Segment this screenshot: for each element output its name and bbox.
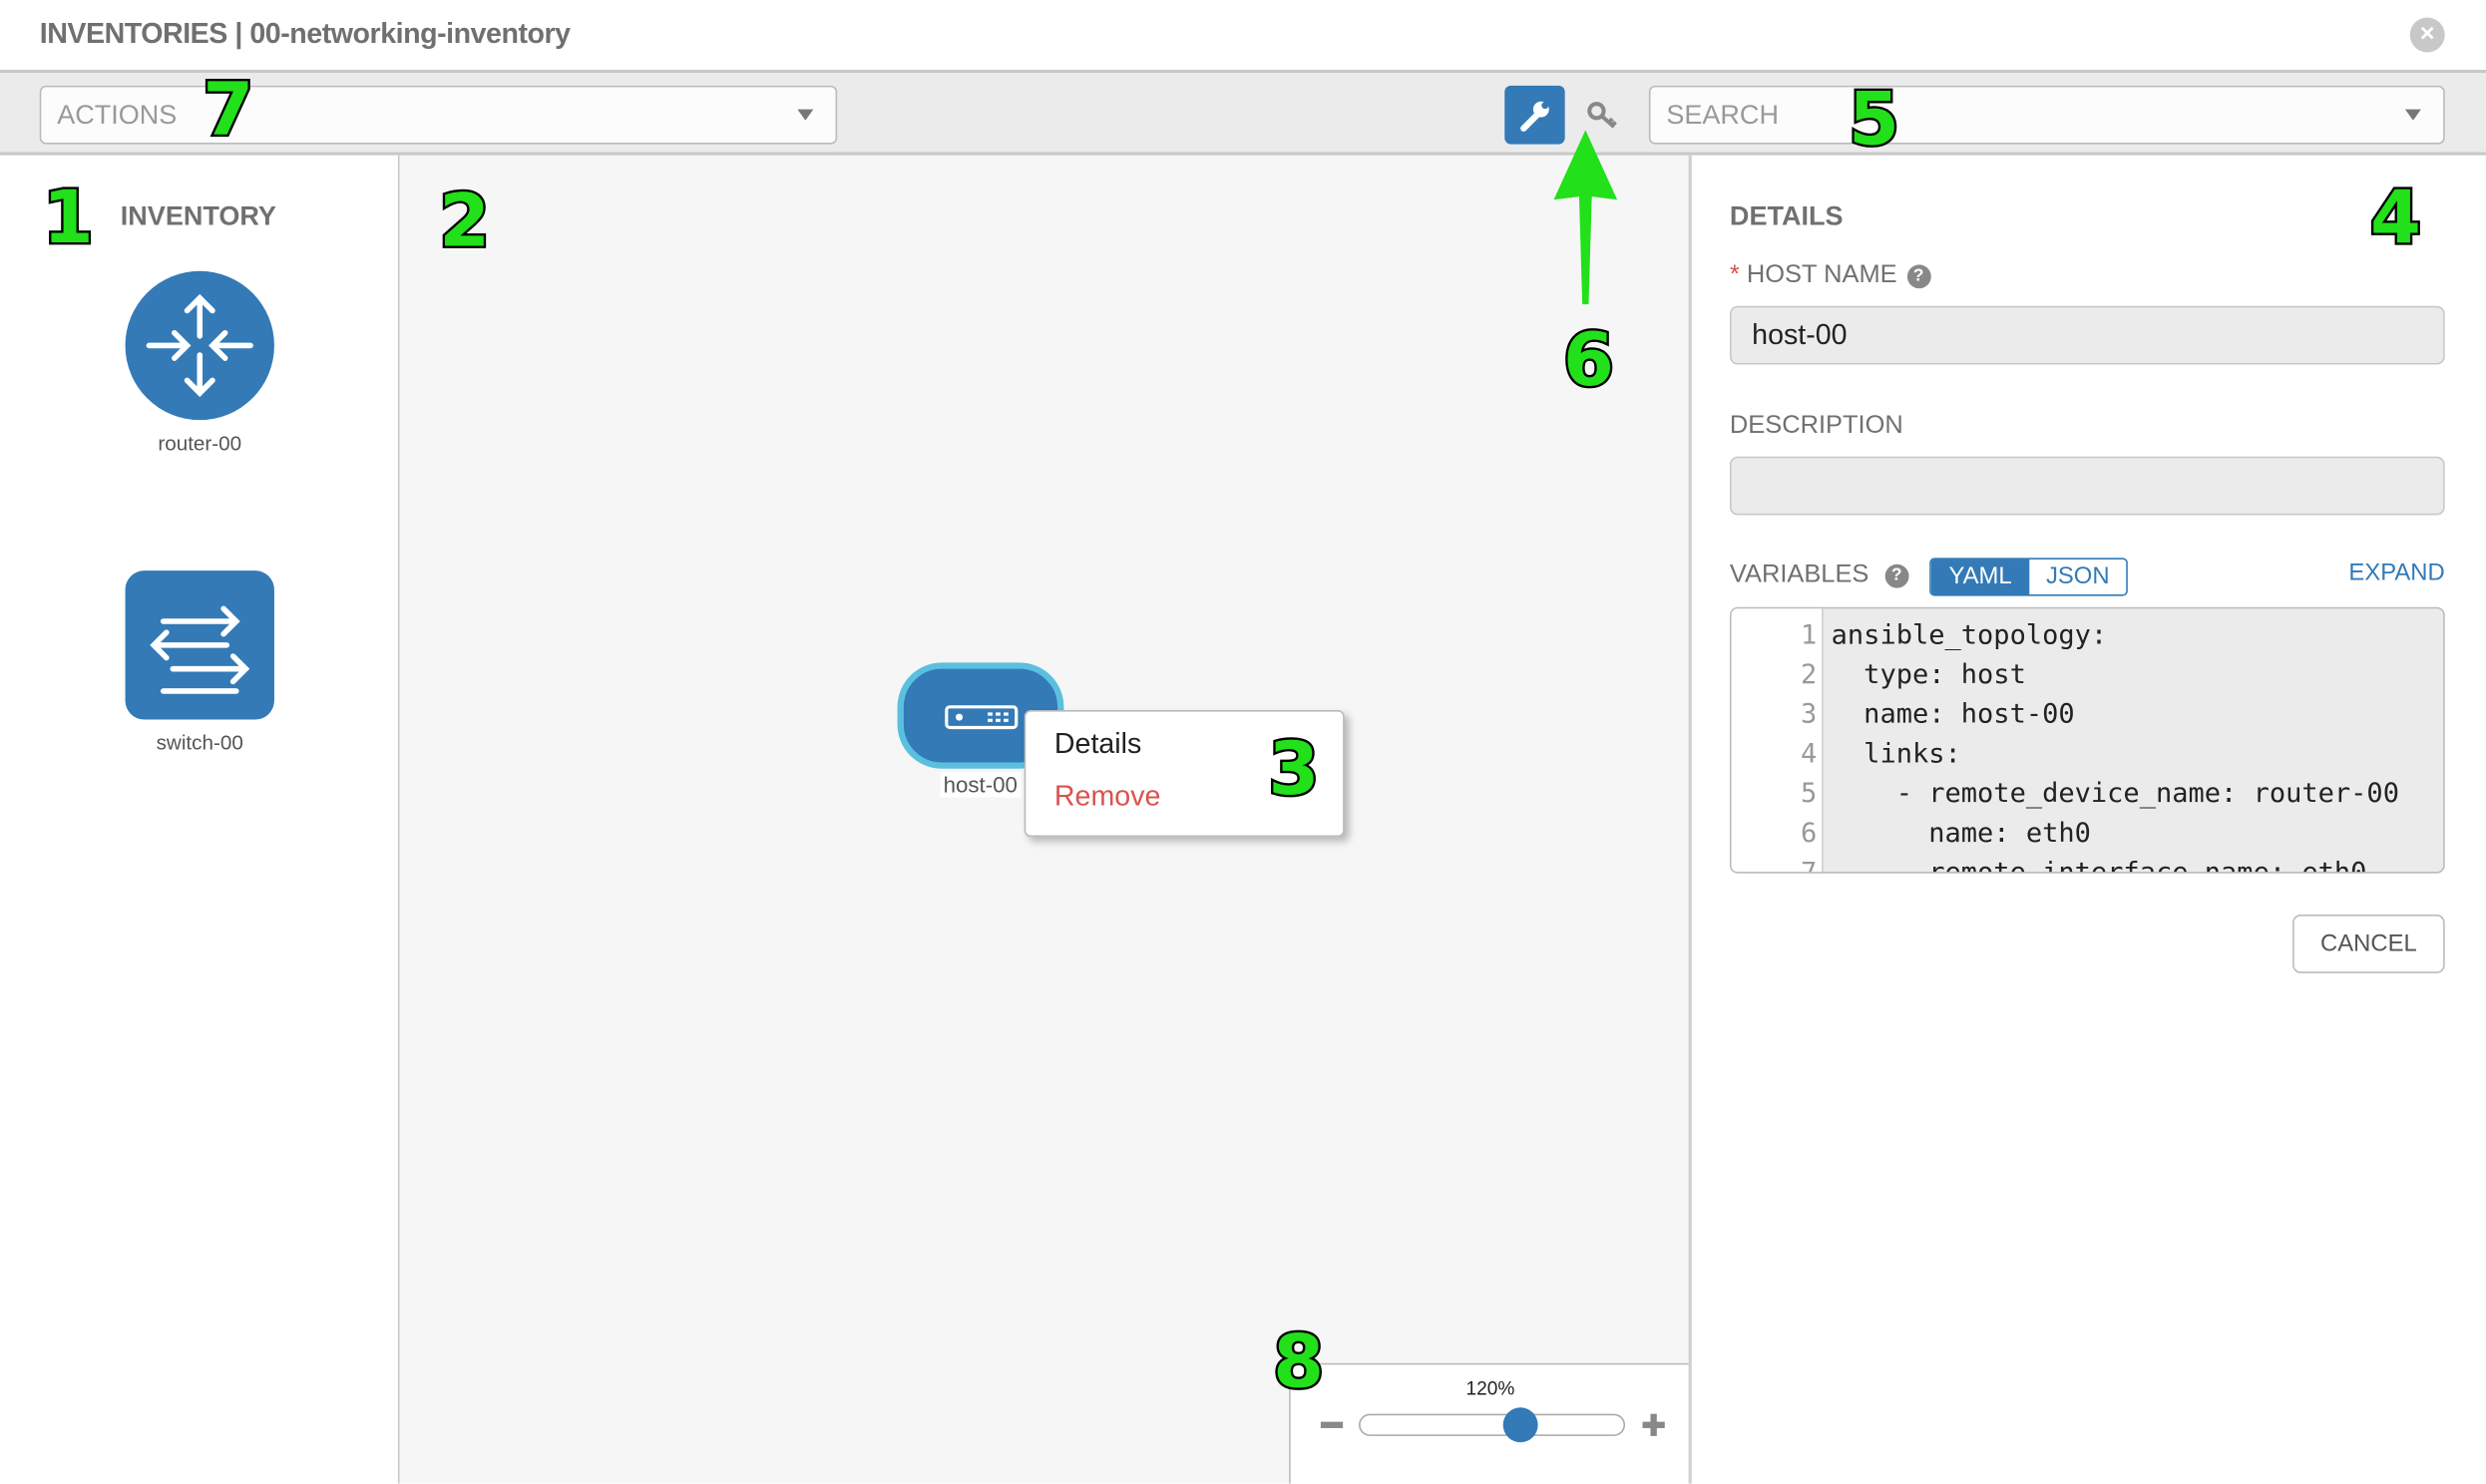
json-toggle[interactable]: JSON: [2045, 562, 2110, 590]
zoom-level: 120%: [1465, 1377, 1515, 1400]
yaml-toggle[interactable]: YAML: [1930, 559, 2030, 594]
host-name-input[interactable]: host-00: [1729, 305, 2445, 365]
key-icon: [1587, 102, 1617, 129]
code-line: links:: [1831, 738, 1961, 771]
annotation-5: 5: [1847, 76, 1902, 163]
annotation-8: 8: [1271, 1318, 1327, 1405]
cancel-button[interactable]: CANCEL: [2292, 915, 2445, 973]
chevron-down-icon: [797, 109, 814, 121]
annotation-1: 1: [41, 174, 97, 260]
host-name-text: HOST NAME: [1746, 261, 1897, 289]
line-gutter: [1731, 608, 1824, 873]
line-number: 2: [1801, 659, 1818, 691]
variables-text: VARIABLES: [1729, 560, 1869, 588]
actions-dropdown[interactable]: ACTIONS: [39, 85, 838, 145]
menu-item-remove[interactable]: Remove: [1053, 779, 1161, 812]
close-circle-icon[interactable]: ×: [2409, 17, 2445, 53]
code-line: type: host: [1831, 659, 2026, 691]
annotation-2: 2: [437, 178, 493, 263]
annotation-4: 4: [2368, 174, 2424, 260]
annotation-3: 3: [1266, 725, 1322, 812]
menu-item-details[interactable]: Details: [1053, 727, 1142, 760]
format-toggle: YAML JSON: [1929, 557, 2128, 596]
help-icon[interactable]: ?: [1906, 264, 1930, 289]
code-line: ansible_topology:: [1831, 619, 2108, 652]
actions-placeholder: ACTIONS: [57, 100, 178, 131]
zoom-in-icon[interactable]: [1642, 1413, 1665, 1436]
wrench-icon: [1520, 101, 1549, 132]
annotation-arrow-icon: [1553, 130, 1618, 305]
code-line: - remote_device_name: router-00: [1831, 778, 2399, 811]
variables-editor[interactable]: 1 ansible_topology: 2 type: host 3 name: ho…: [1729, 606, 2445, 874]
help-icon[interactable]: ?: [1884, 563, 1909, 588]
code-line: name: eth0: [1831, 818, 2091, 850]
chevron-down-icon: [2404, 109, 2421, 121]
page-title: INVENTORIES | 00-networking-inventory: [39, 17, 571, 50]
line-number: 5: [1801, 778, 1818, 811]
inventory-title: INVENTORY: [120, 200, 276, 232]
description-input[interactable]: [1729, 456, 2445, 516]
router-label: router-00: [158, 431, 242, 456]
server-icon: [945, 705, 1019, 730]
line-number: 1: [1801, 619, 1818, 652]
code-line: remote_interface_name: eth0: [1831, 857, 2367, 874]
context-menu: Details Remove: [1024, 710, 1345, 838]
search-dropdown[interactable]: SEARCH: [1648, 85, 2445, 145]
router-icon: [146, 293, 253, 398]
zoom-widget: 120%: [1289, 1362, 1689, 1484]
zoom-out-icon[interactable]: [1320, 1421, 1344, 1428]
line-number: 3: [1801, 698, 1818, 731]
variables-label: VARIABLES?: [1729, 560, 1909, 590]
expand-link[interactable]: EXPAND: [2348, 559, 2445, 587]
code-line: name: host-00: [1831, 698, 2075, 731]
switch-icon: [150, 605, 250, 694]
details-title: DETAILS: [1729, 200, 1844, 232]
inventory-item-switch[interactable]: [125, 570, 274, 720]
search-placeholder: SEARCH: [1666, 100, 1779, 131]
annotation-6: 6: [1561, 316, 1617, 403]
host-name-label: * HOST NAME?: [1730, 261, 1930, 290]
key-button[interactable]: [1582, 95, 1623, 136]
inventory-item-router[interactable]: [125, 270, 274, 421]
header: [0, 0, 2486, 74]
annotation-7: 7: [201, 66, 256, 153]
zoom-slider[interactable]: [1359, 1413, 1626, 1436]
description-label: DESCRIPTION: [1729, 412, 1903, 440]
switch-label: switch-00: [156, 730, 243, 755]
zoom-slider-thumb[interactable]: [1502, 1407, 1538, 1443]
line-number: 7: [1801, 857, 1818, 874]
line-number: 6: [1801, 818, 1818, 850]
required-mark: *: [1729, 261, 1740, 289]
line-number: 4: [1801, 738, 1818, 771]
host-node-label: host-00: [940, 771, 1022, 798]
wrench-button[interactable]: [1504, 85, 1565, 145]
